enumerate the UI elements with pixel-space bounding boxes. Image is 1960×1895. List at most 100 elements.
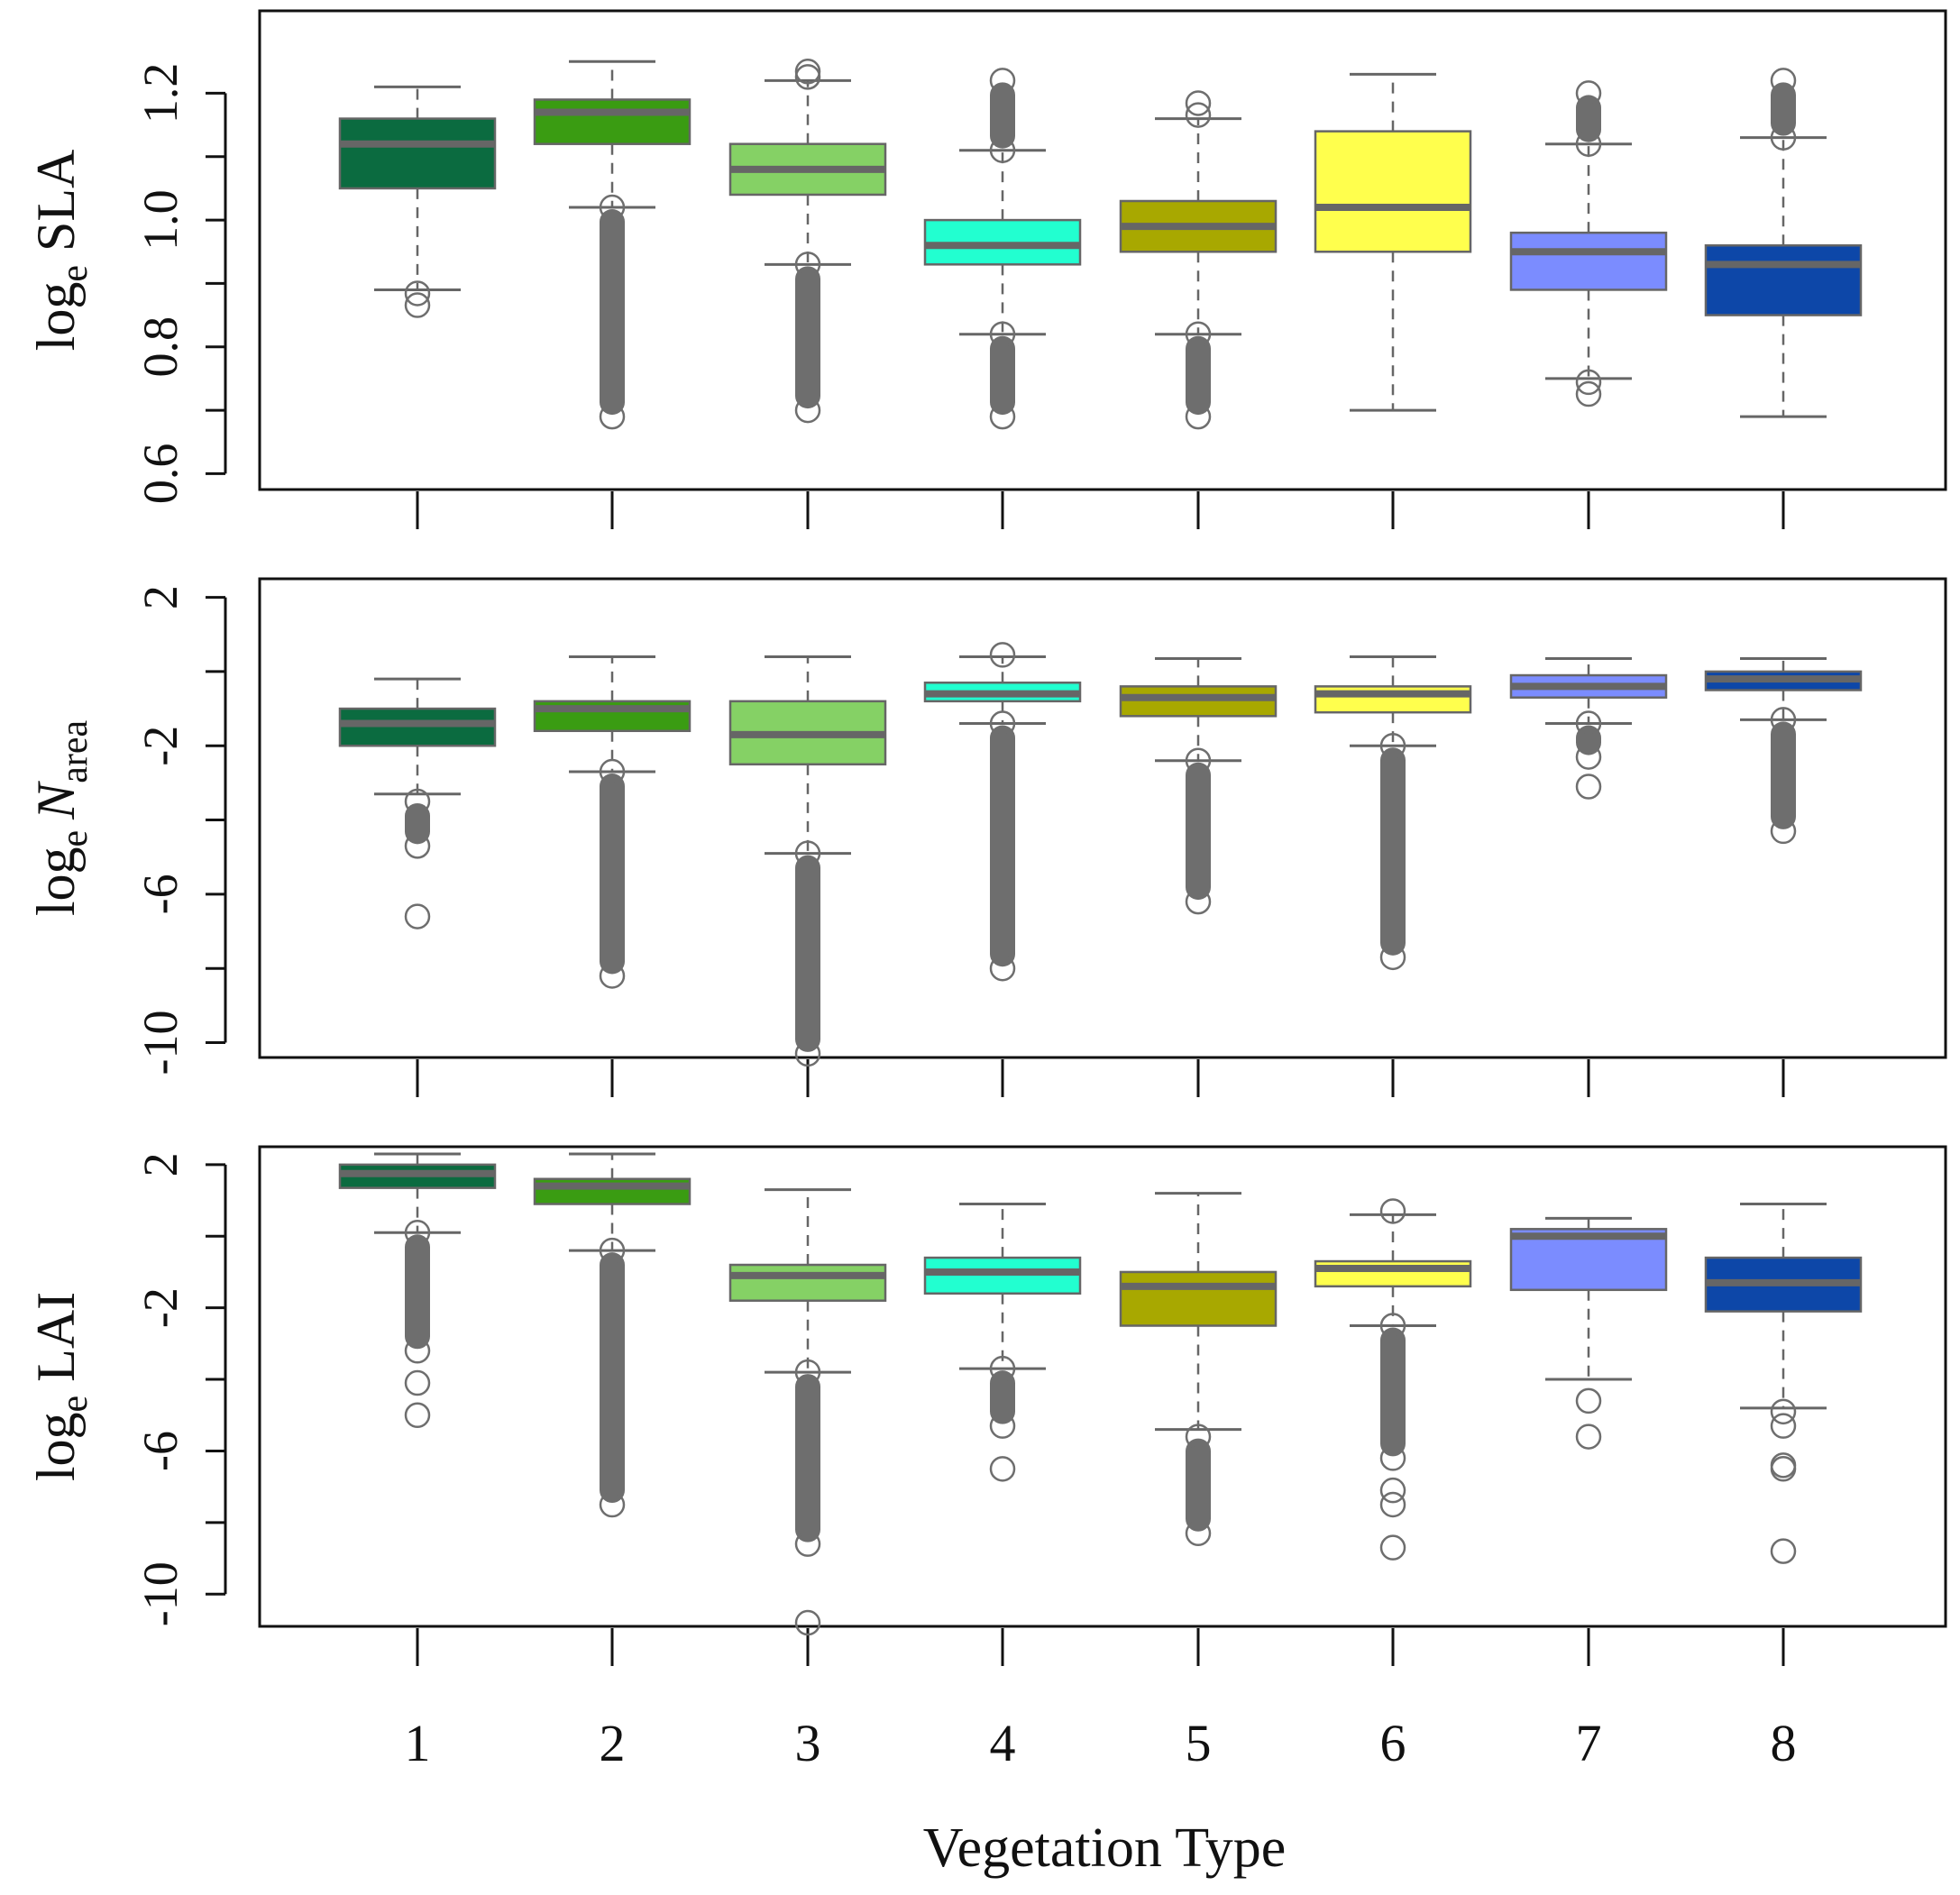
y-tick-label: -10 <box>133 1561 188 1626</box>
outlier-point <box>1379 1198 1406 1224</box>
y-tick-label: 2 <box>133 585 188 609</box>
outlier-band <box>600 1252 625 1504</box>
y-tick-label: 1.0 <box>133 189 188 251</box>
outlier-point <box>794 1359 821 1386</box>
y-tick-label: -10 <box>133 1011 188 1076</box>
plot-frame <box>258 577 1947 1059</box>
x-tick-label: 4 <box>990 1714 1016 1772</box>
y-tick-label: -6 <box>133 874 188 914</box>
outlier-point <box>599 758 626 785</box>
outlier-point <box>989 137 1016 163</box>
box-group-7 <box>1509 1216 1668 1450</box>
outlier-point <box>794 1609 821 1636</box>
outlier-band <box>1771 721 1796 829</box>
box <box>338 117 497 190</box>
outlier-point <box>989 1355 1016 1382</box>
box-group-8 <box>1704 68 1863 418</box>
y-axis-label-variable-subscript: area <box>54 720 96 783</box>
outlier-point <box>1379 732 1406 759</box>
outlier-point <box>404 788 431 815</box>
box-group-4 <box>923 642 1082 982</box>
box-group-1 <box>338 85 497 318</box>
x-tick-label: 7 <box>1576 1714 1602 1772</box>
outlier-band <box>990 1370 1015 1424</box>
y-tick-label: 1.2 <box>133 63 188 124</box>
y-tick-label: -2 <box>133 726 188 766</box>
outlier-point <box>1185 888 1212 915</box>
outlier-band <box>1186 762 1211 901</box>
panel-2: -10 -6 -2 2 logeNarea <box>26 577 1947 1097</box>
outlier-point <box>1575 80 1602 106</box>
box <box>728 1263 887 1302</box>
box-group-3 <box>728 655 887 1067</box>
outlier-point <box>1379 1534 1406 1561</box>
outlier-point <box>1379 1445 1406 1471</box>
box-group-5 <box>1119 657 1278 915</box>
outlier-point <box>599 194 626 221</box>
box-group-4 <box>923 1203 1082 1482</box>
plot-frame <box>258 1145 1947 1628</box>
outlier-band <box>990 82 1015 149</box>
y-tick-label: 2 <box>133 1152 188 1176</box>
outlier-point <box>1575 369 1602 396</box>
outlier-point <box>1770 1413 1797 1439</box>
box-group-3 <box>728 59 887 424</box>
x-tick-label: 6 <box>1380 1714 1406 1772</box>
box-group-2 <box>533 60 691 430</box>
y-axis-label-base: log <box>26 1412 86 1481</box>
y-tick-label: 0.6 <box>133 444 188 505</box>
outlier-point <box>1185 1424 1212 1450</box>
outlier-point <box>1770 1538 1797 1564</box>
outlier-point <box>404 1338 431 1364</box>
box <box>338 707 497 747</box>
outlier-point <box>1575 1387 1602 1414</box>
y-axis-label-subscript: e <box>54 1396 96 1413</box>
outlier-point <box>1575 131 1602 157</box>
outlier-point <box>989 710 1016 737</box>
outlier-point <box>989 403 1016 430</box>
outlier-point <box>1575 744 1602 770</box>
box-group-6 <box>1314 72 1472 412</box>
box-group-5 <box>1119 90 1278 430</box>
y-tick-label: -2 <box>133 1287 188 1328</box>
box-group-1 <box>338 677 497 929</box>
outlier-point <box>989 1413 1016 1439</box>
outlier-point <box>1379 1477 1406 1504</box>
outlier-band <box>600 209 625 416</box>
panel-3: -10 -6 -2 2 loge LAI <box>26 1145 1947 1666</box>
outlier-point <box>1770 1398 1797 1425</box>
outlier-point <box>1770 707 1797 733</box>
outlier-point <box>794 1040 821 1067</box>
outlier-point <box>404 1369 431 1396</box>
outlier-point <box>794 252 821 278</box>
outlier-band <box>990 725 1015 967</box>
box-group-6 <box>1314 1198 1472 1561</box>
y-axis-label-base: log <box>26 282 86 352</box>
outlier-band <box>1380 747 1406 956</box>
outlier-point <box>989 1456 1016 1482</box>
y-tick-label: -6 <box>133 1431 188 1471</box>
x-tick-label: 1 <box>405 1714 431 1772</box>
box <box>1119 1270 1278 1327</box>
y-axis-label-variable: SLA <box>26 150 86 265</box>
outlier-point <box>1379 944 1406 971</box>
outlier-band <box>600 774 625 975</box>
outlier-point <box>1770 818 1797 845</box>
x-tick-label: 3 <box>795 1714 821 1772</box>
outlier-point <box>794 64 821 90</box>
outlier-point <box>1185 90 1212 116</box>
outlier-point <box>404 1220 431 1246</box>
outlier-point <box>1575 774 1602 800</box>
box-group-2 <box>533 1152 691 1518</box>
outlier-point <box>1770 1456 1797 1482</box>
outlier-point <box>794 59 821 85</box>
outlier-band <box>405 802 430 845</box>
x-tick-label: 2 <box>600 1714 626 1772</box>
y-tick-label: 0.8 <box>133 316 188 378</box>
outlier-point <box>404 292 431 318</box>
outlier-point <box>599 1237 626 1264</box>
y-axis-label: loge SLA <box>26 150 96 352</box>
outlier-band <box>990 335 1015 416</box>
